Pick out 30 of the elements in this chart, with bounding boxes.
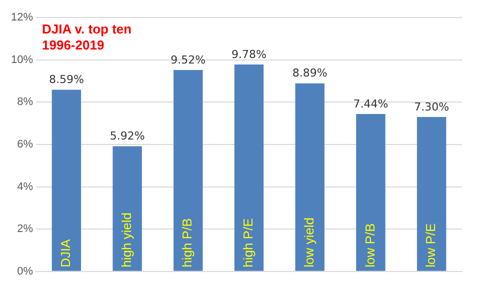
- data-label: 9.52%: [170, 53, 206, 66]
- chart-title: DJIA v. top ten: [42, 22, 132, 37]
- y-tick-label: 4%: [17, 180, 34, 193]
- data-label: 5.92%: [110, 130, 145, 143]
- bar: [295, 83, 324, 271]
- x-tick-label: high yield: [118, 212, 134, 268]
- y-tick-label: 10%: [10, 54, 34, 66]
- data-label: 8.89%: [292, 66, 328, 80]
- bar: [174, 70, 203, 271]
- bar: [356, 114, 386, 271]
- y-tick-label: 0%: [17, 265, 34, 278]
- data-label: 8.59%: [48, 73, 84, 86]
- bar: [416, 117, 446, 271]
- x-tick-label: DJIA: [58, 238, 74, 268]
- bar: [52, 90, 82, 271]
- x-tick-label: low P/E: [423, 223, 438, 268]
- bar: [112, 146, 142, 271]
- x-tick-label: low yield: [301, 218, 316, 268]
- x-tick-label: low P/B: [362, 223, 378, 268]
- x-tick-label: high P/B: [180, 218, 195, 268]
- y-tick-label: 8%: [17, 96, 34, 108]
- text: 1996-2019: [42, 38, 104, 53]
- bar: [234, 64, 264, 271]
- y-tick-label: 2%: [17, 223, 34, 236]
- data-label: 7.30%: [414, 100, 450, 114]
- data-label: 9.78%: [232, 48, 266, 61]
- data-label: 7.44%: [353, 97, 388, 110]
- y-tick-label: 12%: [10, 12, 34, 24]
- x-tick-label: high P/E: [240, 218, 256, 268]
- y-tick-label: 6%: [17, 138, 34, 151]
